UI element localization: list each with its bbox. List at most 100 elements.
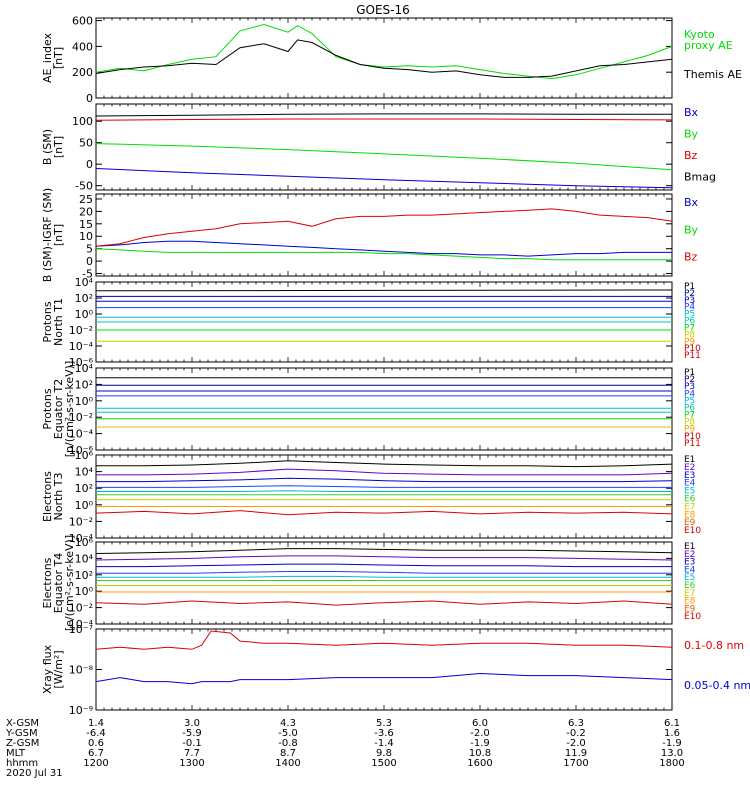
series-line-bx bbox=[95, 240, 672, 257]
series-label: E4 bbox=[684, 479, 696, 489]
y-tick-label: 10² bbox=[75, 378, 93, 391]
y-tick-label: 10⁻⁶ bbox=[69, 356, 94, 369]
series-label: P10 bbox=[684, 432, 701, 442]
series-label: E8 bbox=[684, 510, 696, 520]
y-axis-label: North T3 bbox=[52, 473, 65, 521]
bottom-row-value: 1200 bbox=[83, 758, 108, 769]
series-label: P6 bbox=[684, 317, 695, 327]
y-axis-label: [p/(cm²-s-sr-keV)] bbox=[63, 361, 76, 458]
y-tick-label: 200 bbox=[72, 66, 93, 79]
y-tick-label: 10⁻⁴ bbox=[69, 532, 94, 545]
series-label: By bbox=[684, 223, 699, 236]
y-tick-label: 10⁻² bbox=[69, 411, 93, 424]
y-tick-label: 10⁻⁴ bbox=[69, 618, 94, 631]
bottom-row-value: 4.3 bbox=[280, 718, 296, 729]
bottom-row-value: 0.6 bbox=[88, 738, 104, 749]
series-line-0-1-0-8-nm bbox=[95, 630, 673, 650]
y-tick-label: 10⁻⁷ bbox=[69, 623, 93, 636]
y-tick-label: 5 bbox=[86, 243, 93, 256]
panel-frame bbox=[95, 103, 673, 191]
series-line-e3 bbox=[96, 563, 672, 568]
series-label: 0.05-0.4 nm bbox=[684, 679, 750, 692]
series-line-p1 bbox=[95, 289, 673, 292]
bottom-row-value: 13.0 bbox=[661, 748, 683, 759]
bottom-row-label: Z-GSM bbox=[6, 738, 39, 749]
y-tick-label: 10 bbox=[79, 230, 93, 243]
series-label: E6 bbox=[684, 495, 696, 505]
series-label: P10 bbox=[684, 344, 701, 354]
y-tick-label: 10⁻² bbox=[69, 602, 93, 615]
y-tick-label: 15 bbox=[79, 218, 93, 231]
series-label: P7 bbox=[684, 411, 695, 421]
y-axis-label: North T1 bbox=[52, 298, 65, 346]
series-label: 0.1-0.8 nm bbox=[684, 639, 744, 652]
bottom-row-value: 8.7 bbox=[280, 748, 296, 759]
y-tick-label: 10⁻⁴ bbox=[69, 340, 94, 353]
series-label: P2 bbox=[684, 289, 695, 299]
y-tick-label: 10⁰ bbox=[75, 395, 94, 408]
y-axis-label: [nT] bbox=[52, 136, 65, 158]
series-label: E6 bbox=[684, 581, 696, 591]
y-axis-label: [nT] bbox=[52, 47, 65, 69]
bottom-row-value: -0.1 bbox=[182, 738, 202, 749]
series-label: E9 bbox=[684, 604, 696, 614]
bottom-row-value: 1.6 bbox=[664, 728, 680, 739]
y-tick-label: 400 bbox=[72, 40, 93, 53]
series-label: P3 bbox=[684, 382, 695, 392]
bottom-row-label: hhmm bbox=[6, 758, 38, 769]
series-label: P11 bbox=[684, 439, 701, 449]
bottom-row-value: 1600 bbox=[467, 758, 492, 769]
series-label: Bmag bbox=[684, 171, 716, 184]
bottom-row-value: -0.2 bbox=[566, 728, 586, 739]
y-tick-label: 10⁻² bbox=[69, 515, 93, 528]
series-label: E1 bbox=[684, 455, 695, 465]
series-line-kyoto-proxy-ae bbox=[95, 23, 673, 80]
series-line-e1 bbox=[96, 460, 673, 468]
panel-frame bbox=[95, 17, 673, 99]
series-label: P5 bbox=[684, 396, 695, 406]
series-line-e4 bbox=[96, 571, 672, 574]
bottom-row-value: 6.0 bbox=[472, 718, 488, 729]
series-label: E1 bbox=[684, 542, 695, 552]
y-tick-label: 10⁻⁹ bbox=[69, 704, 93, 717]
bottom-row-value: -3.6 bbox=[374, 728, 394, 739]
series-line-bz bbox=[95, 118, 673, 121]
bottom-row-value: -1.9 bbox=[470, 738, 490, 749]
bottom-row-value: 6.7 bbox=[88, 748, 104, 759]
series-line-by bbox=[95, 143, 673, 171]
bottom-row-value: 1500 bbox=[371, 758, 396, 769]
y-tick-label: 10⁰ bbox=[75, 585, 94, 598]
series-label: P4 bbox=[684, 303, 695, 313]
panel-bsm: -50 0 50 100 B (SM)[nT] Bx By Bz Bmag bbox=[41, 103, 716, 193]
series-label: E7 bbox=[684, 589, 695, 599]
y-tick-label: 10⁻⁴ bbox=[69, 428, 94, 441]
y-tick-label: 10⁻⁸ bbox=[69, 664, 94, 677]
series-line-e5 bbox=[96, 575, 672, 578]
y-tick-label: 600 bbox=[72, 15, 93, 28]
bottom-row-label: X-GSM bbox=[6, 718, 39, 729]
bottom-row-value: -6.4 bbox=[86, 728, 106, 739]
series-line-e3 bbox=[96, 477, 673, 483]
y-axis-label: Equator T4 bbox=[52, 553, 65, 613]
y-tick-label: 10⁰ bbox=[75, 499, 94, 512]
y-tick-label: 10⁰ bbox=[75, 308, 94, 321]
bottom-row-value: -1.9 bbox=[662, 738, 682, 749]
bottom-row-value: 1700 bbox=[563, 758, 588, 769]
series-label: P3 bbox=[684, 296, 695, 306]
series-label: P1 bbox=[684, 282, 695, 292]
bottom-row-value: -1.4 bbox=[374, 738, 394, 749]
series-label: E4 bbox=[684, 565, 696, 575]
series-label: Themis AE bbox=[683, 68, 742, 81]
y-tick-label: 10⁻⁶ bbox=[69, 444, 94, 457]
bottom-row-value: 6.3 bbox=[568, 718, 584, 729]
series-line-e2 bbox=[96, 468, 673, 476]
series-label: P4 bbox=[684, 389, 695, 399]
series-label: Bx bbox=[684, 106, 699, 119]
y-axis-label: Equator T2 bbox=[52, 379, 65, 439]
series-label: Bz bbox=[684, 149, 698, 162]
series-line-e5 bbox=[96, 490, 672, 492]
